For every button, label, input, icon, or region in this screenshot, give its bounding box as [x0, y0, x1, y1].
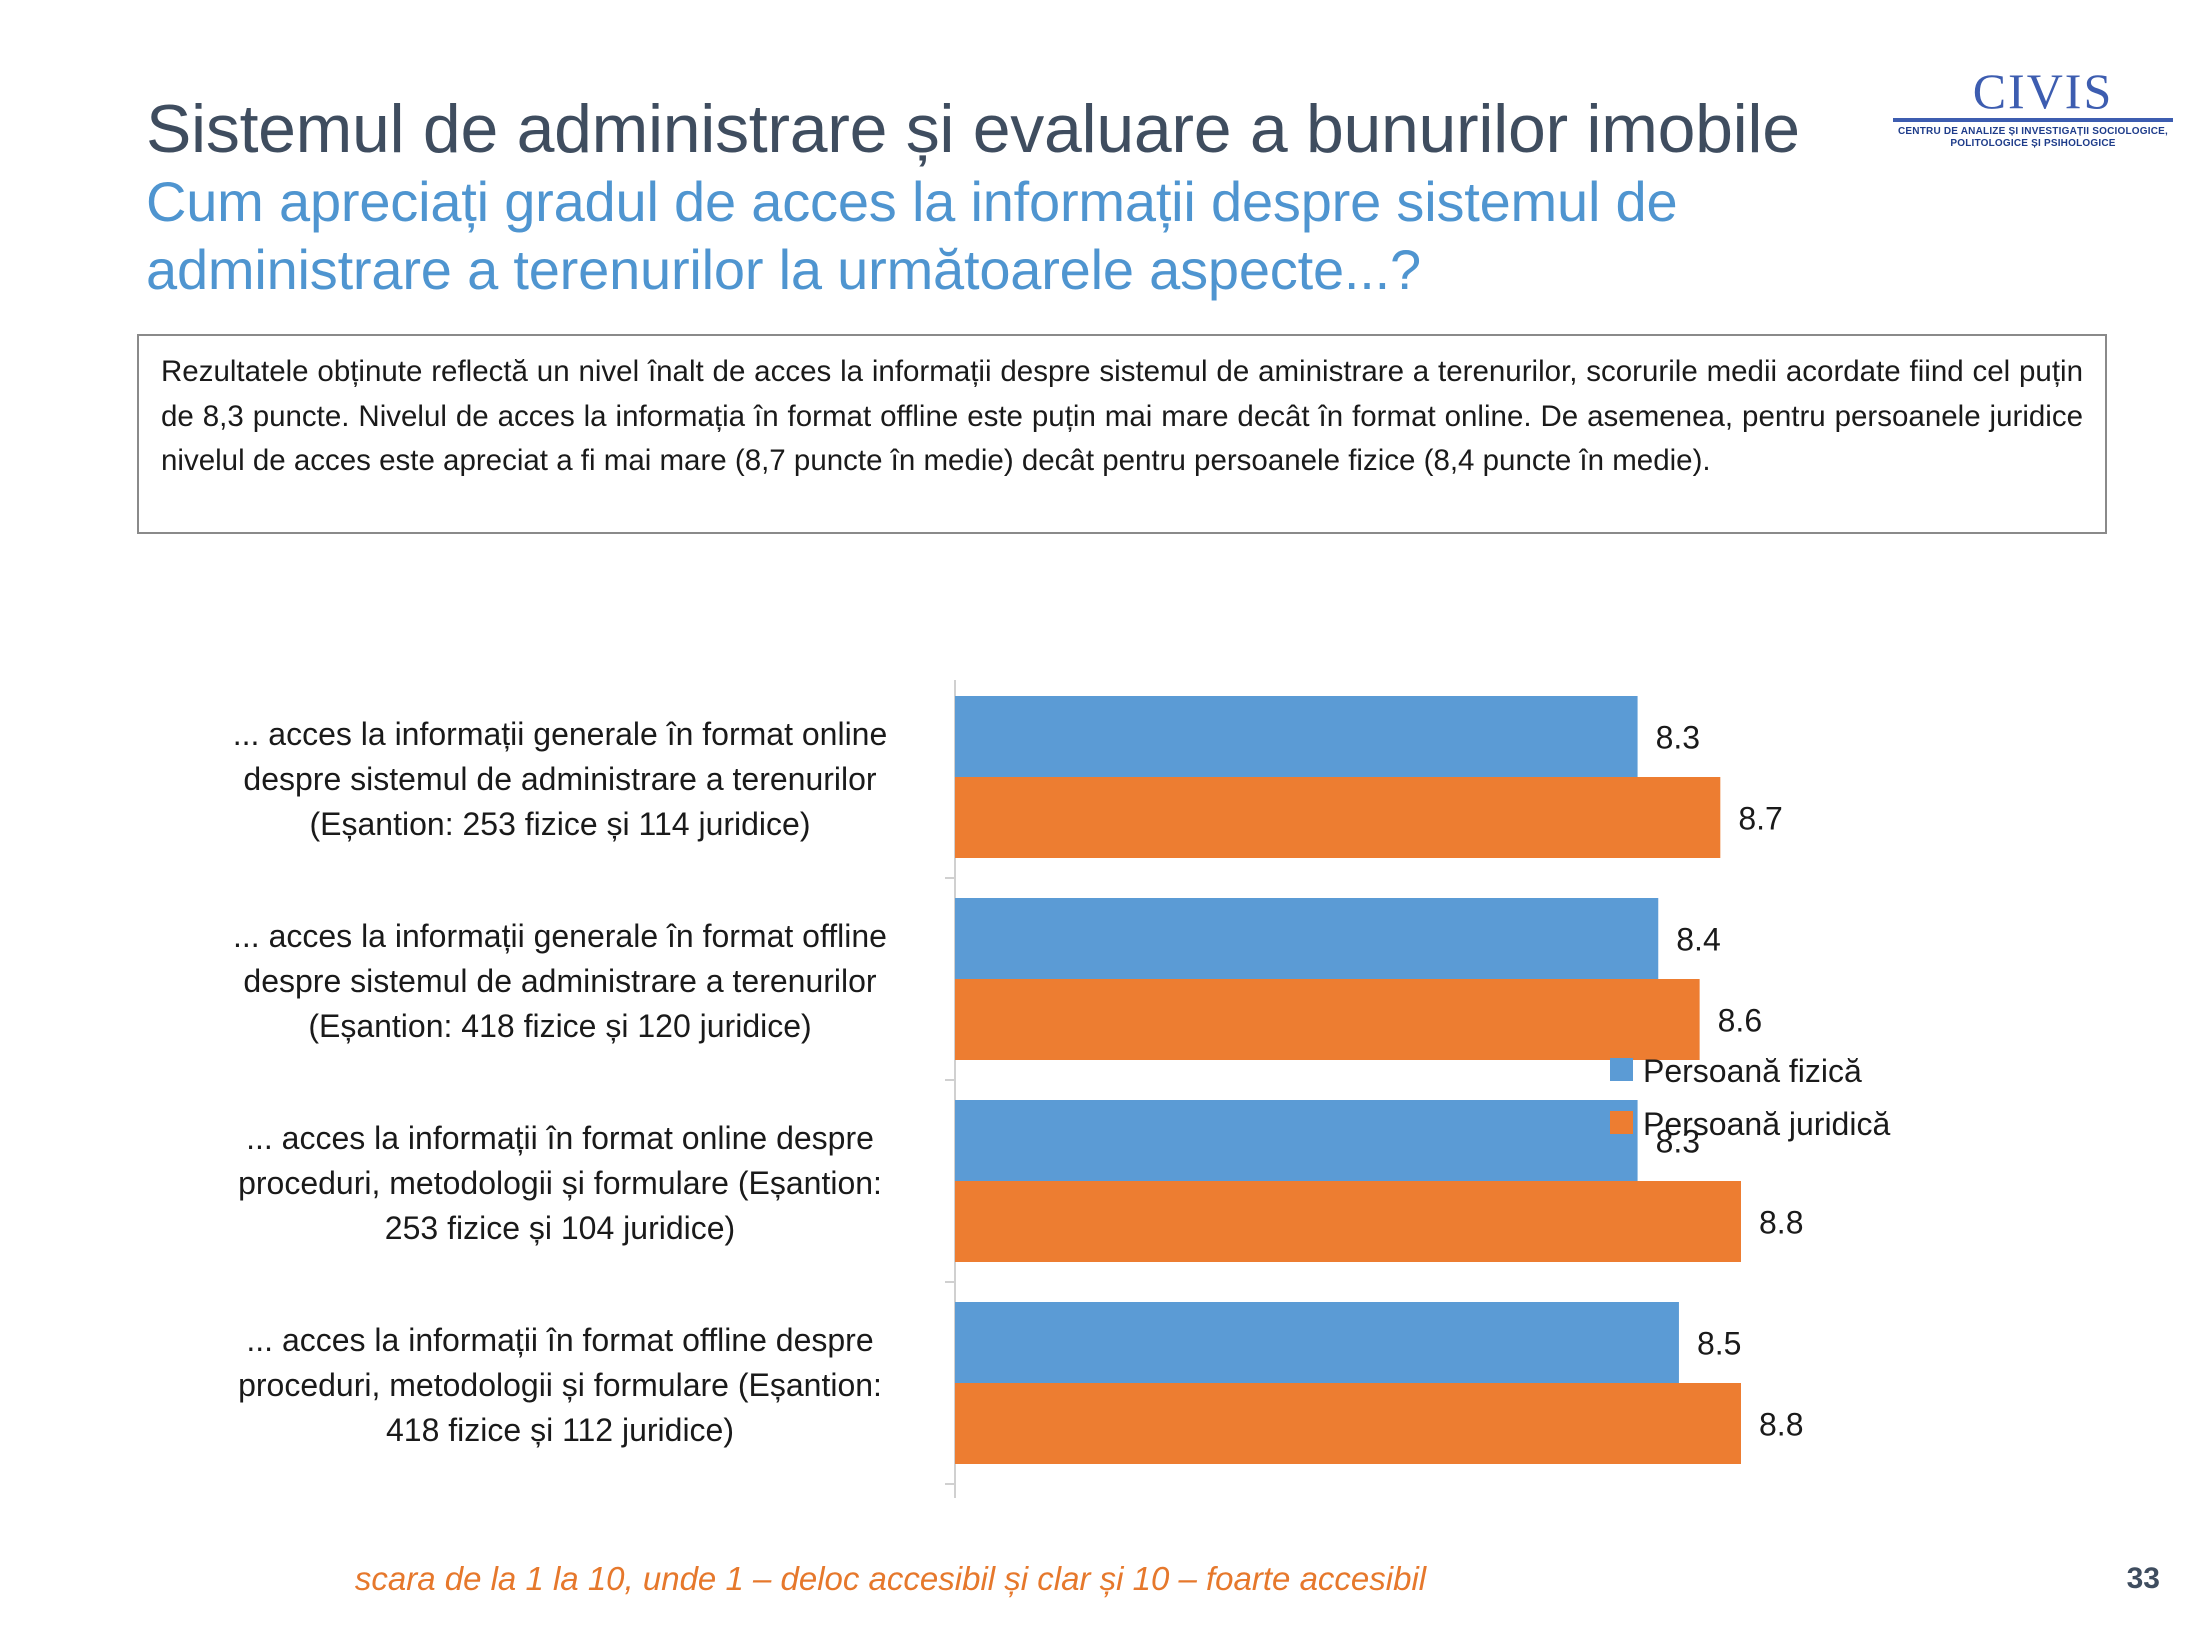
civis-logo: CIVIS CENTRU DE ANALIZE ȘI INVESTIGAȚII … — [1893, 58, 2173, 162]
bar-chart: ... acces la informații generale în form… — [233, 680, 1890, 1498]
legend-label: Persoană fizică — [1643, 1053, 1862, 1089]
bar-value-label: 8.3 — [1656, 1124, 1700, 1160]
logo-wordmark: CIVIS — [1972, 63, 2114, 119]
bar-juridica — [955, 777, 1721, 858]
page-subtitle: Cum apreciați gradul de acces la informa… — [146, 170, 1678, 301]
category-label-line: ... acces la informații în format offlin… — [246, 1322, 873, 1358]
category-label: ... acces la informații în format online… — [238, 1120, 882, 1246]
chart-plot-area: ... acces la informații generale în form… — [233, 680, 1890, 1498]
page-title: Sistemul de administrare și evaluare a b… — [146, 91, 1800, 167]
category-label-line: ... acces la informații în format online… — [246, 1120, 874, 1156]
category-label: ... acces la informații generale în form… — [233, 716, 888, 842]
legend-label: Persoană juridică — [1643, 1106, 1890, 1142]
page-number: 33 — [2126, 1562, 2160, 1595]
scale-footnote-text: scara de la 1 la 10, unde 1 – deloc acce… — [354, 1560, 1427, 1597]
bar-value-label: 8.3 — [1656, 720, 1700, 756]
bar-juridica — [955, 1181, 1741, 1262]
summary-box: Rezultatele obținute reflectă un nivel î… — [137, 334, 2107, 534]
scale-footnote: scara de la 1 la 10, unde 1 – deloc acce… — [0, 1560, 2201, 1598]
category-label-line: proceduri, metodologii și formulare (Eșa… — [238, 1367, 882, 1403]
category-label-line: ... acces la informații generale în form… — [233, 716, 888, 752]
bar-fizica — [955, 696, 1638, 777]
category-label-line: 253 fizice și 104 juridice) — [385, 1210, 735, 1246]
bar-juridica — [955, 1383, 1741, 1464]
category-label-line: despre sistemul de administrare a terenu… — [243, 963, 877, 999]
logo-rule — [1893, 118, 2173, 122]
bar-value-label: 8.6 — [1718, 1003, 1762, 1039]
category-label-line: ... acces la informații generale în form… — [233, 918, 887, 954]
logo-tagline-line-2: POLITOLOGICE ȘI PSIHOLOGICE — [1950, 138, 2116, 149]
bar-juridica — [955, 979, 1700, 1060]
category-label-line: (Eșantion: 253 fizice și 114 juridice) — [310, 806, 811, 842]
bar-value-label: 8.7 — [1738, 801, 1782, 837]
category-label-line: despre sistemul de administrare a terenu… — [243, 761, 877, 797]
bar-value-label: 8.5 — [1697, 1326, 1741, 1362]
legend-swatch — [1610, 1111, 1633, 1134]
bar-value-label: 8.8 — [1759, 1205, 1803, 1241]
category-label-line: proceduri, metodologii și formulare (Eșa… — [238, 1165, 882, 1201]
bar-fizica — [955, 1302, 1679, 1383]
category-label-line: 418 fizice și 112 juridice) — [386, 1412, 734, 1448]
legend-swatch — [1610, 1058, 1633, 1081]
bar-fizica — [955, 898, 1659, 979]
category-label-line: (Eșantion: 418 fizice și 120 juridice) — [308, 1008, 811, 1044]
bar-value-label: 8.4 — [1676, 922, 1720, 958]
bar-value-label: 8.8 — [1759, 1407, 1803, 1443]
bar-fizica — [955, 1100, 1638, 1181]
logo-tagline-line-1: CENTRU DE ANALIZE ȘI INVESTIGAȚII SOCIOL… — [1898, 126, 2168, 137]
category-label: ... acces la informații generale în form… — [233, 918, 887, 1044]
category-label: ... acces la informații în format offlin… — [238, 1322, 882, 1448]
logo-tagline: CENTRU DE ANALIZE ȘI INVESTIGAȚII SOCIOL… — [1893, 126, 2173, 150]
